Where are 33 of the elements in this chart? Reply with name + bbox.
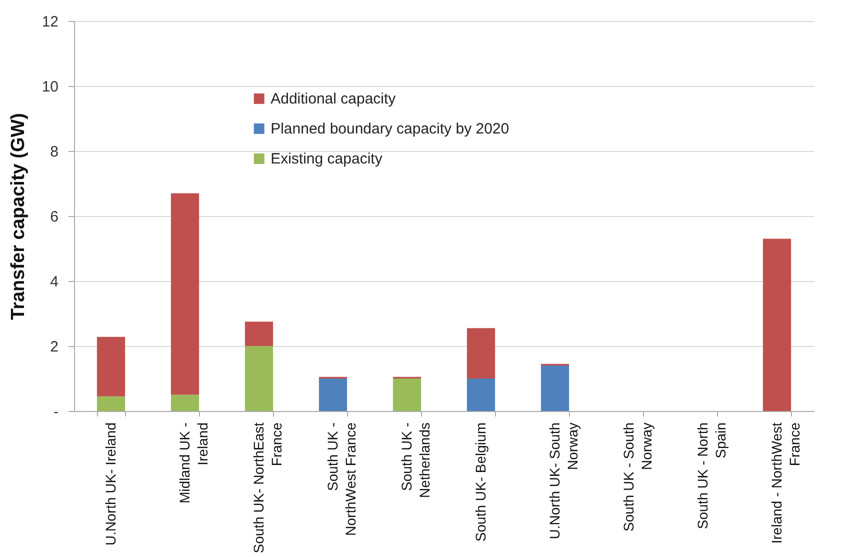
bar <box>170 193 200 395</box>
bar <box>540 366 570 411</box>
legend-label: Planned boundary capacity by 2020 <box>270 120 510 138</box>
y-tick-label: 12 <box>42 14 58 30</box>
bar <box>762 238 792 411</box>
bar <box>466 328 496 378</box>
y-tick-label: 8 <box>50 144 58 160</box>
bar <box>244 346 274 411</box>
y-tick-label: - <box>54 404 58 420</box>
y-tick-label: 10 <box>42 78 58 96</box>
x-tick-label: U.North UK- South Norway <box>546 422 580 540</box>
x-tick-label: Midland UK - Ireland <box>176 422 210 504</box>
y-axis-title: Transfer capacity (GW) <box>8 113 29 320</box>
bar <box>96 336 126 396</box>
x-tick-label: South UK - NorthWest France <box>324 422 358 536</box>
x-tick-label: South UK - Netherlands <box>398 422 432 498</box>
y-tick-label: 2 <box>50 338 58 356</box>
legend-label: Existing capacity <box>270 150 383 168</box>
y-tick-label: 6 <box>50 208 58 226</box>
x-tick-label: U.North UK- Ireland <box>102 422 118 546</box>
x-tick-label: South UK- NorthEast France <box>250 422 284 554</box>
bar <box>244 322 274 346</box>
x-tick-label: South UK - North Spain <box>694 422 728 530</box>
y-tick-label: 4 <box>50 274 58 290</box>
legend-label: Additional capacity <box>270 90 396 108</box>
bar <box>170 394 200 411</box>
bar <box>96 396 126 411</box>
bar <box>466 378 496 411</box>
x-tick-label: South UK- Belgium <box>472 422 488 542</box>
bar <box>318 378 348 411</box>
x-tick-label: Ireland - NorthWest France <box>768 422 802 544</box>
bar <box>392 378 422 411</box>
x-tick-label: South UK - South Norway <box>620 422 654 532</box>
